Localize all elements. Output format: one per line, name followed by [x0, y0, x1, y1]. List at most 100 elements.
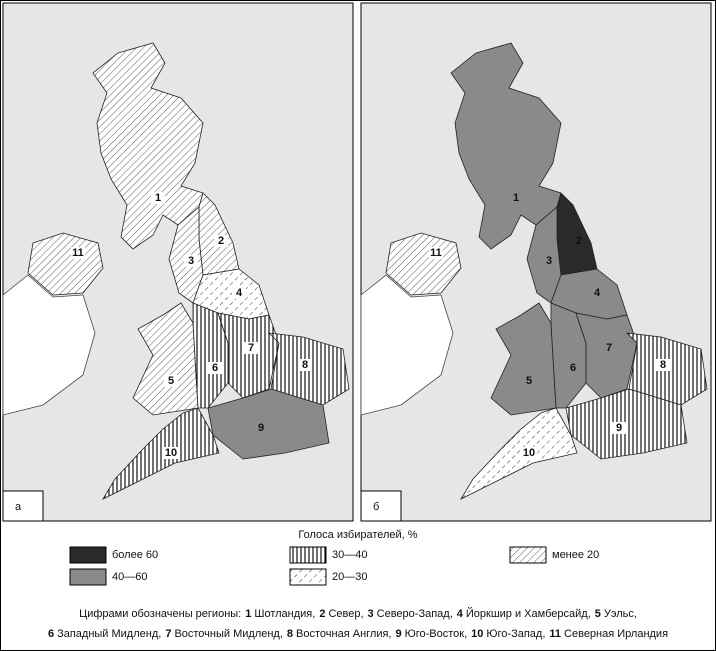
region-label-bg	[71, 247, 85, 259]
region	[450, 42, 562, 250]
legend-label: 40—60	[112, 571, 147, 583]
region	[575, 312, 638, 399]
legend-swatch	[69, 546, 107, 564]
region-label-bg	[566, 362, 580, 374]
region-label-bg	[254, 422, 268, 434]
region-label-bg	[184, 255, 198, 267]
region-number: 4	[236, 287, 243, 299]
region-label-bg	[244, 342, 258, 354]
region	[459, 407, 578, 500]
region-label-bg	[298, 359, 312, 371]
caption: Цифрами обозначены регионы: 1 Шотландия, 2 С…	[48, 607, 668, 640]
region-number: 7	[606, 342, 612, 354]
legend-label: 20—30	[332, 571, 367, 583]
region-label-bg	[602, 342, 616, 354]
caption-number: 4	[457, 608, 464, 620]
region-number: 11	[430, 247, 442, 259]
region-label-bg	[656, 359, 670, 371]
region-label-bg	[214, 235, 228, 247]
ireland	[2, 274, 96, 416]
caption-name: Юго-Восток,	[405, 628, 468, 640]
region-number: 2	[218, 235, 224, 247]
region-number: 8	[660, 359, 666, 371]
caption-number: 9	[396, 628, 402, 640]
region-number: 3	[546, 255, 552, 267]
region-label-bg	[612, 422, 626, 434]
region-number: 10	[165, 447, 177, 459]
caption-number: 2	[319, 608, 325, 620]
legend-label: 30—40	[332, 549, 367, 561]
legend-swatch	[509, 546, 547, 564]
map-panel: 1 2 3 4 5 6 7 8 9 10 11 а	[2, 2, 354, 522]
caption-name: Уэльс,	[604, 608, 637, 620]
caption-line: 6 Западный Мидленд, 7 Восточный Мидленд, 8 Во…	[48, 628, 668, 640]
legend-swatch	[69, 568, 107, 586]
caption-prefix: Цифрами обозначены регионы:	[79, 608, 241, 620]
legend-label: более 60	[112, 549, 158, 561]
region	[92, 42, 204, 250]
region-number: 11	[72, 247, 84, 259]
region-number: 2	[576, 235, 582, 247]
caption-name: Юго-Запад,	[486, 628, 545, 640]
caption-number: 11	[549, 628, 561, 640]
region-number: 4	[594, 287, 601, 299]
region	[101, 407, 220, 500]
caption-number: 7	[165, 628, 171, 640]
legend-swatch	[289, 568, 327, 586]
region-number: 10	[523, 447, 535, 459]
region-number: 3	[188, 255, 194, 267]
caption-line: Цифрами обозначены регионы: 1 Шотландия, 2 С…	[79, 607, 637, 620]
legend-swatch	[289, 546, 327, 564]
region-label-bg	[572, 235, 586, 247]
region-label-bg	[522, 375, 536, 387]
region-label-bg	[522, 447, 536, 459]
caption-number: 8	[287, 628, 293, 640]
caption-name: Йоркшир и Хамберсайд,	[466, 607, 591, 620]
region-number: 9	[616, 422, 622, 434]
caption-name: Север,	[328, 608, 363, 620]
map-panel: 1 2 3 4 5 6 7 8 9 10 11 б	[360, 2, 712, 522]
region	[565, 388, 688, 460]
region-label-bg	[164, 375, 178, 387]
caption-name: Северо-Запад,	[377, 608, 453, 620]
region-number: 6	[570, 362, 576, 374]
caption-name: Восточная Англия,	[296, 628, 391, 640]
region-label-bg	[208, 362, 222, 374]
region-number: 9	[258, 422, 264, 434]
caption-number: 3	[368, 608, 374, 620]
ireland	[360, 274, 454, 416]
caption-name: Восточный Мидленд,	[174, 628, 282, 640]
panel-label: а	[15, 501, 22, 513]
region-label-bg	[509, 192, 523, 204]
caption-number: 10	[471, 628, 483, 640]
region-label-bg	[542, 255, 556, 267]
caption-number: 6	[48, 628, 54, 640]
region-label-bg	[232, 287, 246, 299]
legend: более 60 40—60 30—40 20—30 менее 20	[69, 546, 599, 586]
region-number: 5	[168, 375, 174, 387]
region-number: 5	[526, 375, 532, 387]
caption-number: 1	[245, 608, 251, 620]
caption-name: Северная Ирландия	[564, 628, 668, 640]
region-label-bg	[429, 247, 443, 259]
caption-name: Шотландия,	[254, 608, 315, 620]
caption-number: 5	[595, 608, 601, 620]
region-number: 7	[248, 342, 254, 354]
region	[207, 388, 330, 460]
region-label-bg	[151, 192, 165, 204]
region-label-bg	[164, 447, 178, 459]
region-number: 8	[302, 359, 308, 371]
caption-name: Западный Мидленд,	[57, 628, 161, 640]
region-number: 6	[212, 362, 218, 374]
legend-title: Голоса избирателей, %	[298, 529, 417, 541]
region-label-bg	[590, 287, 604, 299]
panel-label-box	[2, 490, 44, 522]
region-number: 1	[155, 192, 161, 204]
panel-label-box	[360, 490, 402, 522]
maps: 1 2 3 4 5 6 7 8 9 10 11 а 1 2 3 4 5 6 7 8 9 10 11 б	[2, 2, 712, 522]
legend-label: менее 20	[552, 549, 599, 561]
panel-label: б	[373, 501, 379, 513]
region	[217, 312, 280, 399]
region-number: 1	[513, 192, 519, 204]
